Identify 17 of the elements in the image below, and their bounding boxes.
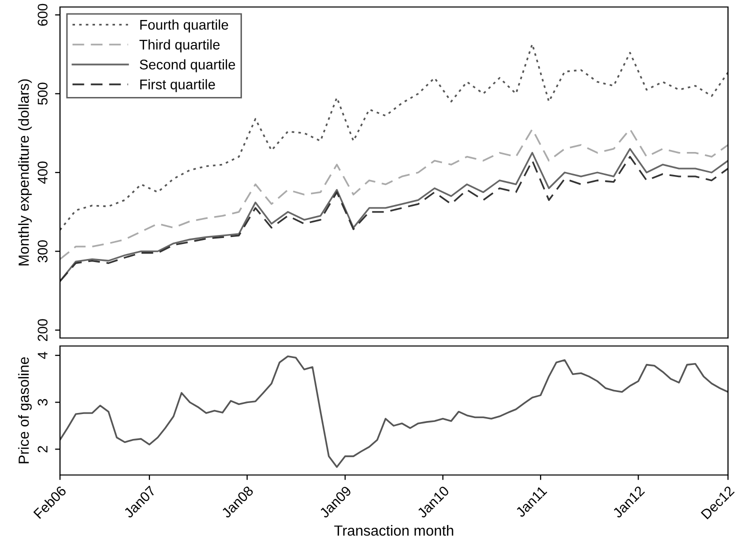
y-tick-label: 300	[38, 240, 48, 262]
y-axis-title: Price of gasoline	[18, 357, 32, 464]
line-series	[60, 128, 728, 260]
y-tick-label: 200	[38, 319, 48, 342]
y-tick-label: 4	[38, 352, 48, 359]
y-axis-title: Monthly expenditure (dollars)	[18, 79, 32, 266]
legend-label: Third quartile	[139, 39, 220, 52]
y-tick-label: 2	[38, 446, 48, 452]
x-axis-title: Transaction month	[334, 525, 454, 536]
y-tick-label: 500	[38, 82, 48, 105]
legend-label: Second quartile	[140, 59, 236, 72]
legend-label: First quartile	[140, 79, 215, 92]
y-tick-label: 3	[38, 399, 48, 406]
line-series	[60, 355, 728, 468]
legend-label: Fourth quartile	[140, 20, 228, 32]
y-tick-label: 600	[38, 4, 48, 26]
y-tick-label: 400	[38, 161, 48, 184]
